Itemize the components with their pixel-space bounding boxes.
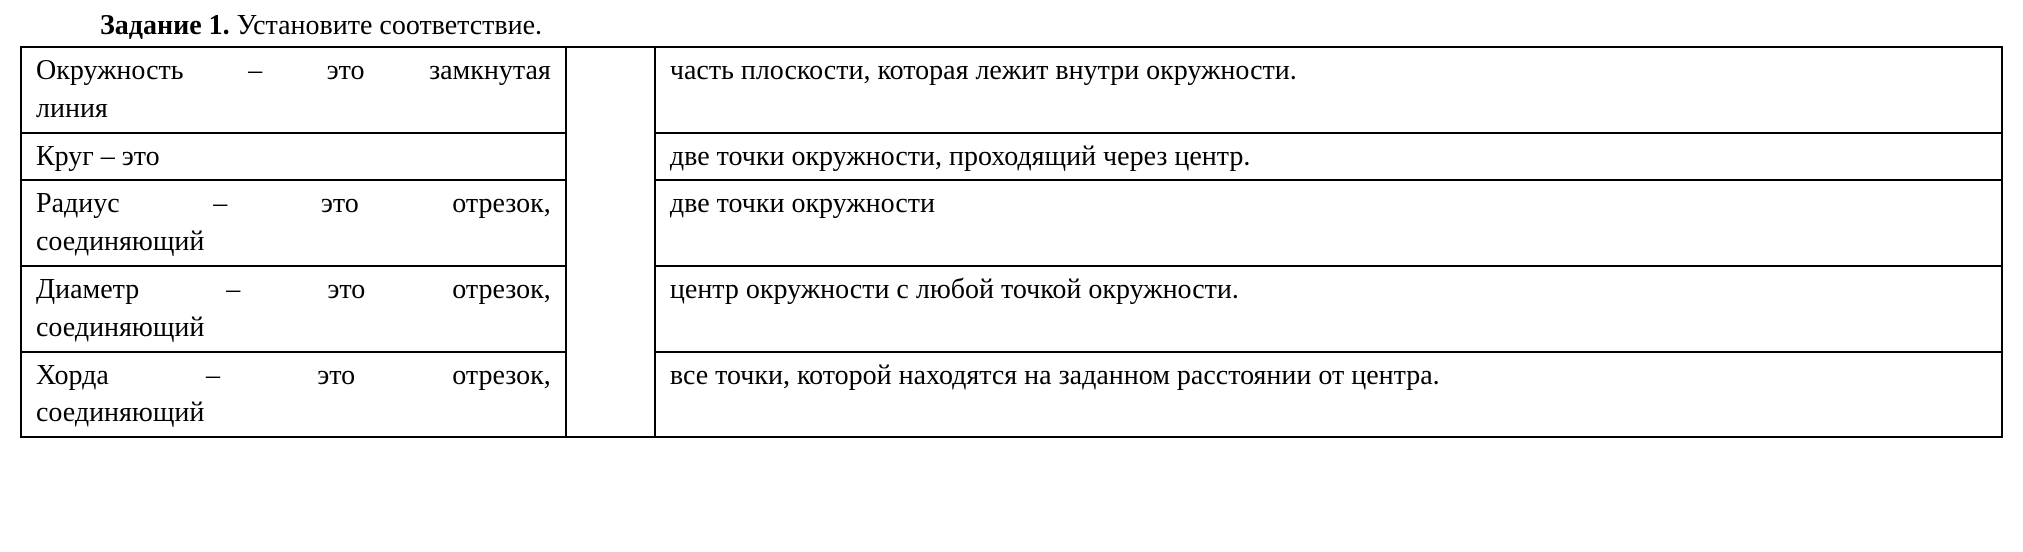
table-row: Окружность – это замкнутая линия часть п… — [21, 47, 2002, 133]
spacer-cell — [566, 47, 655, 437]
table-row: Хорда – это отрезок, соединяющий все точ… — [21, 352, 2002, 438]
task-instruction: Установите соответствие. — [230, 10, 542, 41]
definition-text: часть плоскости, которая лежит внутри ок… — [670, 55, 1297, 86]
matching-table: Окружность – это замкнутая линия часть п… — [20, 46, 2003, 438]
term-cell: Окружность – это замкнутая линия — [21, 47, 566, 133]
definition-text: центр окружности с любой точкой окружнос… — [670, 274, 1239, 305]
term-line1: Хорда – это отрезок, — [36, 357, 551, 395]
term-cell: Круг – это — [21, 133, 566, 181]
term-line1: Диаметр – это отрезок, — [36, 271, 551, 309]
task-number: Задание 1. — [100, 10, 230, 41]
term-cell: Радиус – это отрезок, соединяющий — [21, 180, 566, 266]
term-line1: Радиус – это отрезок, — [36, 185, 551, 223]
definition-cell: центр окружности с любой точкой окружнос… — [655, 266, 2002, 352]
term-line1: Окружность – это замкнутая — [36, 52, 551, 90]
term-line2: соединяющий — [36, 394, 551, 432]
definition-cell: две точки окружности, проходящий через ц… — [655, 133, 2002, 181]
definition-text: все точки, которой находятся на заданном… — [670, 360, 1440, 391]
table-row: Радиус – это отрезок, соединяющий две то… — [21, 180, 2002, 266]
term-line2: соединяющий — [36, 223, 551, 261]
term-line2: линия — [36, 90, 551, 128]
table-row: Круг – это две точки окружности, проходя… — [21, 133, 2002, 181]
term-line1: Круг – это — [36, 138, 551, 176]
term-cell: Хорда – это отрезок, соединяющий — [21, 352, 566, 438]
definition-cell: все точки, которой находятся на заданном… — [655, 352, 2002, 438]
definition-cell: часть плоскости, которая лежит внутри ок… — [655, 47, 2002, 133]
definition-cell: две точки окружности — [655, 180, 2002, 266]
task-heading: Задание 1. Установите соответствие. — [100, 10, 2003, 42]
definition-text: две точки окружности, проходящий через ц… — [670, 141, 1250, 172]
term-cell: Диаметр – это отрезок, соединяющий — [21, 266, 566, 352]
table-row: Диаметр – это отрезок, соединяющий центр… — [21, 266, 2002, 352]
definition-text: две точки окружности — [670, 188, 935, 219]
term-line2: соединяющий — [36, 309, 551, 347]
